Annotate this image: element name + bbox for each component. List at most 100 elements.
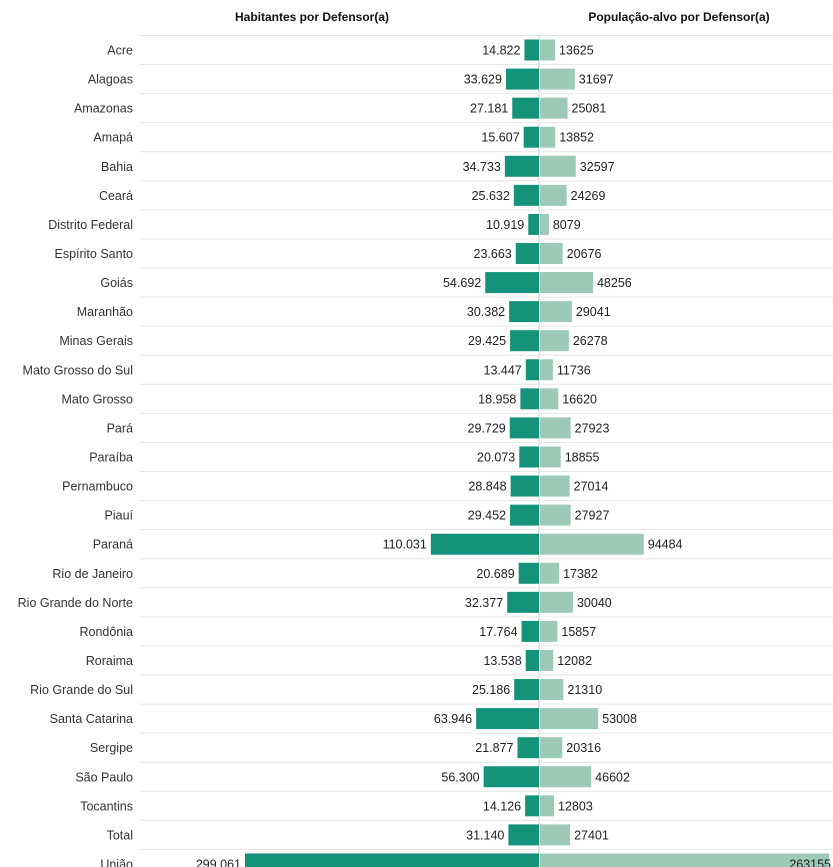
bar-populacao-alvo xyxy=(540,649,554,671)
bar-habitantes xyxy=(524,39,539,61)
category-label: Rio Grande do Sul xyxy=(30,683,133,697)
category-label: Rio Grande do Norte xyxy=(18,596,133,610)
value-label-habitantes: 25.632 xyxy=(472,189,510,203)
bar-populacao-alvo xyxy=(540,272,593,294)
value-label-populacao-alvo: 20316 xyxy=(566,741,601,755)
value-label-populacao-alvo: 30040 xyxy=(577,596,612,610)
bar-populacao-alvo xyxy=(540,853,829,867)
category-label: Ceará xyxy=(99,189,133,203)
value-label-populacao-alvo: 13852 xyxy=(559,131,594,145)
bar-populacao-alvo xyxy=(540,242,563,264)
value-label-populacao-alvo: 16620 xyxy=(562,392,597,406)
bar-habitantes xyxy=(517,737,539,759)
category-label: Amazonas xyxy=(74,102,133,116)
bar-populacao-alvo xyxy=(540,824,571,846)
value-label-habitantes: 23.663 xyxy=(474,247,512,261)
value-label-habitantes: 13.538 xyxy=(483,654,521,668)
bar-populacao-alvo xyxy=(540,184,567,206)
category-label: Sergipe xyxy=(90,741,133,755)
bar-populacao-alvo xyxy=(540,359,553,381)
bar-habitantes xyxy=(515,242,539,264)
value-label-populacao-alvo: 263155 xyxy=(789,857,831,867)
bar-populacao-alvo xyxy=(540,417,571,439)
category-label: Tocantins xyxy=(80,799,133,813)
value-label-habitantes: 31.140 xyxy=(466,828,504,842)
category-label: Roraima xyxy=(86,654,133,668)
bar-populacao-alvo xyxy=(540,301,572,323)
value-label-habitantes: 29.729 xyxy=(468,421,506,435)
bar-habitantes xyxy=(510,330,539,352)
value-label-populacao-alvo: 17382 xyxy=(563,567,598,581)
category-label: Goiás xyxy=(100,276,133,290)
bar-populacao-alvo xyxy=(540,737,563,759)
bar-habitantes xyxy=(508,824,539,846)
value-label-populacao-alvo: 31697 xyxy=(579,73,614,87)
bar-habitantes xyxy=(518,562,539,584)
bar-habitantes xyxy=(525,649,539,671)
value-label-habitantes: 29.425 xyxy=(468,334,506,348)
bar-habitantes xyxy=(523,126,539,148)
category-label: Paraná xyxy=(93,538,133,552)
value-label-habitantes: 10.919 xyxy=(486,218,524,232)
bar-populacao-alvo xyxy=(540,330,569,352)
bar-habitantes xyxy=(483,766,539,788)
value-label-populacao-alvo: 25081 xyxy=(572,102,607,116)
bar-populacao-alvo xyxy=(540,620,558,642)
value-label-populacao-alvo: 8079 xyxy=(553,218,581,232)
value-label-populacao-alvo: 27401 xyxy=(574,828,609,842)
value-label-populacao-alvo: 15857 xyxy=(561,625,596,639)
bar-populacao-alvo xyxy=(540,213,549,235)
category-label: Minas Gerais xyxy=(59,334,133,348)
value-label-populacao-alvo: 13625 xyxy=(559,44,594,58)
bar-populacao-alvo xyxy=(540,388,559,410)
chart-rows: Acre 14.822 13625 Alagoas 33.629 31697 Amazona… xyxy=(18,34,833,867)
bar-habitantes xyxy=(512,97,539,119)
bar-populacao-alvo xyxy=(540,446,561,468)
bar-habitantes xyxy=(505,68,539,90)
bar-habitantes xyxy=(510,504,539,526)
value-label-habitantes: 30.382 xyxy=(467,305,505,319)
bar-populacao-alvo xyxy=(540,708,599,730)
bar-habitantes xyxy=(509,417,539,439)
value-label-populacao-alvo: 29041 xyxy=(576,305,611,319)
value-label-populacao-alvo: 53008 xyxy=(602,712,637,726)
value-label-populacao-alvo: 11736 xyxy=(557,363,591,377)
value-label-populacao-alvo: 46602 xyxy=(595,770,630,784)
category-label: Pará xyxy=(107,421,133,435)
bar-populacao-alvo xyxy=(540,97,568,119)
category-label: Rondônia xyxy=(79,625,133,639)
value-label-populacao-alvo: 24269 xyxy=(571,189,606,203)
value-label-populacao-alvo: 12082 xyxy=(557,654,592,668)
left-header: Habitantes por Defensor(a) xyxy=(235,10,389,24)
category-label: Bahia xyxy=(101,160,133,174)
category-label: Acre xyxy=(107,44,133,58)
value-label-habitantes: 14.822 xyxy=(482,44,520,58)
bar-habitantes xyxy=(504,155,539,177)
bar-populacao-alvo xyxy=(540,155,576,177)
value-label-habitantes: 29.452 xyxy=(468,509,506,523)
value-label-habitantes: 56.300 xyxy=(441,770,479,784)
bar-populacao-alvo xyxy=(540,475,570,497)
category-label: Mato Grosso xyxy=(61,392,133,406)
category-label: Piauí xyxy=(105,509,134,523)
bar-populacao-alvo xyxy=(540,533,644,555)
category-label: Paraíba xyxy=(89,450,133,464)
bar-habitantes xyxy=(245,853,539,867)
category-label: Maranhão xyxy=(77,305,133,319)
category-label: São Paulo xyxy=(75,770,133,784)
value-label-habitantes: 15.607 xyxy=(481,131,519,145)
category-label: Distrito Federal xyxy=(48,218,133,232)
category-label: Espírito Santo xyxy=(54,247,133,261)
value-label-populacao-alvo: 32597 xyxy=(580,160,615,174)
right-header: População-alvo por Defensor(a) xyxy=(588,10,769,24)
category-label: União xyxy=(100,857,133,867)
bar-habitantes xyxy=(485,272,539,294)
bar-populacao-alvo xyxy=(540,562,560,584)
bar-habitantes xyxy=(520,388,539,410)
bar-populacao-alvo xyxy=(540,68,575,90)
value-label-populacao-alvo: 18855 xyxy=(565,450,600,464)
value-label-habitantes: 33.629 xyxy=(464,73,502,87)
value-label-habitantes: 20.073 xyxy=(477,450,515,464)
bar-populacao-alvo xyxy=(540,126,556,148)
